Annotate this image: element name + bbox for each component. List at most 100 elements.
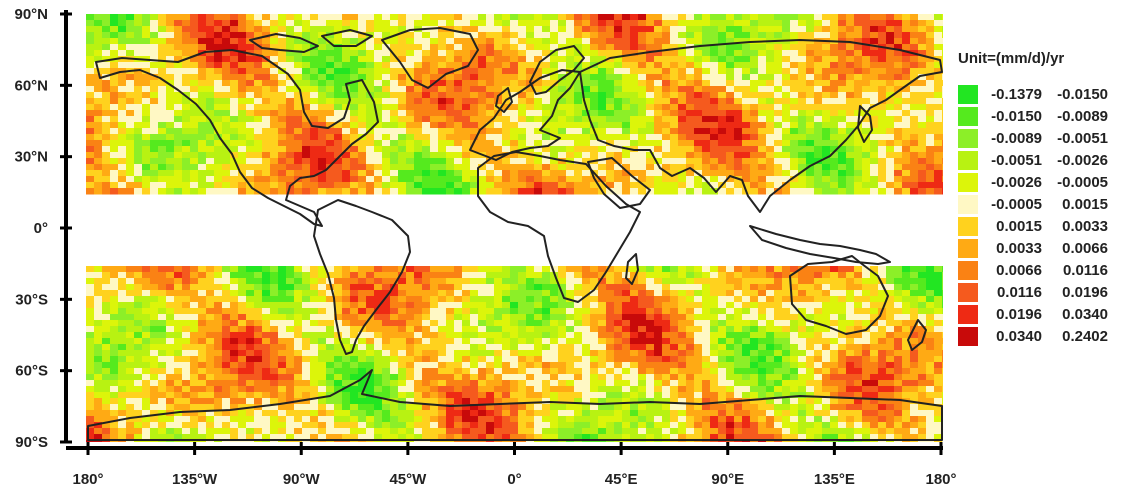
trend-cell (606, 110, 615, 117)
trend-cell (446, 44, 455, 51)
trend-cell (150, 158, 159, 165)
trend-cell (182, 140, 191, 147)
trend-cell (734, 122, 743, 129)
trend-cell (366, 98, 375, 105)
trend-cell (342, 104, 351, 111)
trend-cell (646, 296, 655, 303)
trend-cell (806, 188, 815, 195)
trend-cell (678, 278, 687, 285)
trend-cell (886, 290, 895, 297)
trend-cell (398, 20, 407, 27)
trend-cell (86, 314, 95, 321)
trend-cell (310, 56, 319, 63)
trend-cell (510, 320, 519, 327)
trend-cell (566, 356, 575, 363)
trend-cell (102, 98, 111, 105)
trend-cell (438, 266, 447, 273)
trend-cell (694, 128, 703, 135)
trend-cell (422, 56, 431, 63)
trend-cell (334, 308, 343, 315)
trend-cell (254, 158, 263, 165)
trend-cell (894, 74, 903, 81)
trend-cell (798, 338, 807, 345)
trend-cell (214, 176, 223, 183)
trend-cell (198, 104, 207, 111)
trend-cell (262, 98, 271, 105)
trend-cell (390, 110, 399, 117)
trend-cell (750, 146, 759, 153)
trend-cell (902, 272, 911, 279)
trend-cell (790, 176, 799, 183)
trend-cell (102, 290, 111, 297)
trend-cell (230, 62, 239, 69)
trend-cell (94, 92, 103, 99)
trend-cell (814, 44, 823, 51)
trend-cell (742, 266, 751, 273)
trend-cell (222, 338, 231, 345)
trend-cell (798, 146, 807, 153)
trend-cell (750, 296, 759, 303)
trend-cell (750, 278, 759, 285)
trend-cell (566, 110, 575, 117)
trend-cell (806, 344, 815, 351)
trend-cell (470, 332, 479, 339)
trend-cell (366, 68, 375, 75)
trend-cell (342, 152, 351, 159)
trend-cell (374, 32, 383, 39)
trend-cell (174, 284, 183, 291)
trend-cell (870, 320, 879, 327)
trend-cell (710, 62, 719, 69)
trend-cell (86, 356, 95, 363)
trend-cell (862, 284, 871, 291)
trend-cell (606, 164, 615, 171)
trend-cell (750, 338, 759, 345)
trend-cell (526, 104, 535, 111)
trend-cell (926, 308, 935, 315)
trend-cell (862, 20, 871, 27)
trend-cell (550, 122, 559, 129)
trend-cell (238, 314, 247, 321)
trend-cell (758, 158, 767, 165)
trend-cell (926, 50, 935, 57)
trend-cell (382, 86, 391, 93)
trend-cell (574, 350, 583, 357)
trend-cell (806, 128, 815, 135)
trend-cell (462, 80, 471, 87)
trend-cell (406, 116, 415, 123)
trend-cell (622, 356, 631, 363)
trend-cell (142, 320, 151, 327)
trend-cell (518, 290, 527, 297)
trend-cell (350, 116, 359, 123)
trend-cell (550, 86, 559, 93)
trend-cell (262, 344, 271, 351)
trend-cell (662, 26, 671, 33)
trend-cell (742, 50, 751, 57)
trend-cell (334, 338, 343, 345)
trend-cell (806, 44, 815, 51)
trend-cell (182, 284, 191, 291)
trend-cell (766, 80, 775, 87)
trend-cell (166, 362, 175, 369)
trend-cell (142, 92, 151, 99)
trend-cell (910, 98, 919, 105)
trend-cell (942, 344, 943, 351)
trend-cell (758, 68, 767, 75)
trend-cell (94, 14, 103, 21)
trend-cell (910, 146, 919, 153)
trend-cell (174, 332, 183, 339)
trend-cell (894, 356, 903, 363)
trend-cell (526, 32, 535, 39)
trend-cell (830, 170, 839, 177)
trend-cell (710, 308, 719, 315)
trend-cell (230, 80, 239, 87)
trend-cell (254, 80, 263, 87)
trend-cell (582, 176, 591, 183)
trend-cell (734, 326, 743, 333)
trend-cell (758, 20, 767, 27)
trend-cell (686, 170, 695, 177)
trend-cell (318, 134, 327, 141)
trend-cell (782, 98, 791, 105)
trend-cell (862, 338, 871, 345)
trend-cell (654, 44, 663, 51)
trend-cell (918, 356, 927, 363)
